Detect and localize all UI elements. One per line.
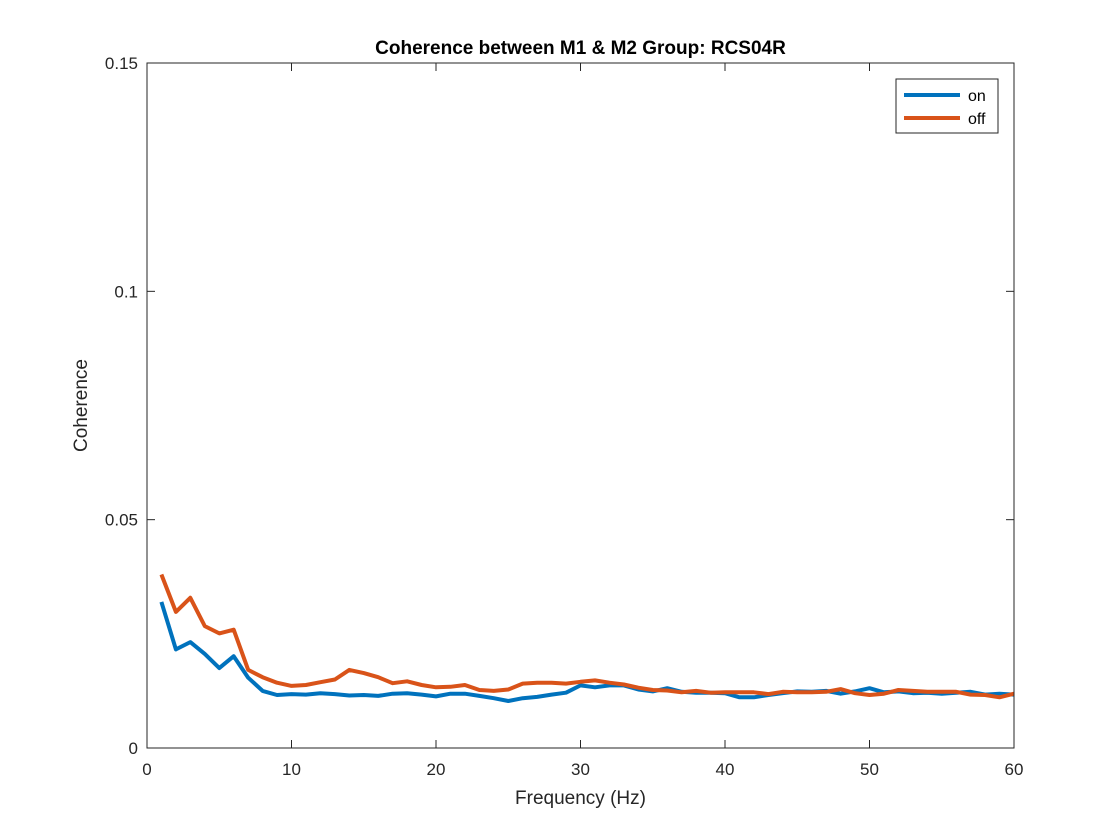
x-tick-label: 40 <box>716 760 735 779</box>
plot-area <box>147 63 1014 748</box>
legend-label-off: off <box>968 111 986 128</box>
legend: on off <box>895 78 999 134</box>
y-tick-label: 0.05 <box>105 511 138 530</box>
x-tick-label: 30 <box>571 760 590 779</box>
plot-border <box>146 62 1015 749</box>
chart-title: Coherence between M1 & M2 Group: RCS04R <box>375 38 786 59</box>
y-tick-label: 0.15 <box>105 54 138 73</box>
legend-label-on: on <box>968 88 986 105</box>
x-axis: 0 10 20 30 40 50 60 <box>142 63 1023 779</box>
x-tick-label: 60 <box>1005 760 1024 779</box>
x-tick-label: 10 <box>282 760 301 779</box>
series-line-on <box>159 601 1015 703</box>
series-line-off <box>159 573 1015 700</box>
x-tick-label: 0 <box>142 760 151 779</box>
y-axis-label: Coherence <box>71 359 92 452</box>
series-layer <box>159 573 1015 703</box>
x-axis-label: Frequency (Hz) <box>515 788 646 809</box>
y-tick-label: 0 <box>129 739 138 758</box>
legend-box <box>895 78 999 134</box>
y-tick-label: 0.1 <box>114 282 138 301</box>
x-tick-label: 50 <box>860 760 879 779</box>
x-tick-label: 20 <box>427 760 446 779</box>
